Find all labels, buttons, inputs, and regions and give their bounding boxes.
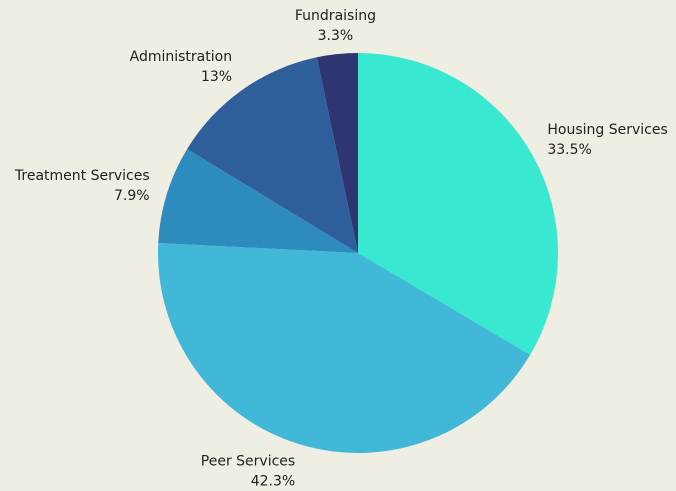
pie-slice [158, 242, 531, 453]
slice-value: 7.9% [114, 188, 150, 204]
pie-slice [316, 53, 358, 253]
slice-label: Administration [130, 49, 232, 65]
slice-value: 33.5% [547, 142, 591, 158]
pie-slice [358, 53, 558, 355]
slice-value: 42.3% [251, 473, 295, 489]
slice-label: Treatment Services [14, 168, 150, 184]
slice-label: Housing Services [547, 122, 667, 138]
slice-value: 13% [201, 69, 232, 85]
pie-slice [187, 57, 358, 254]
slice-label: Fundraising [295, 8, 376, 24]
slice-value: 3.3% [318, 28, 354, 44]
pie-slice [158, 149, 358, 253]
slice-label: Peer Services [201, 453, 295, 469]
